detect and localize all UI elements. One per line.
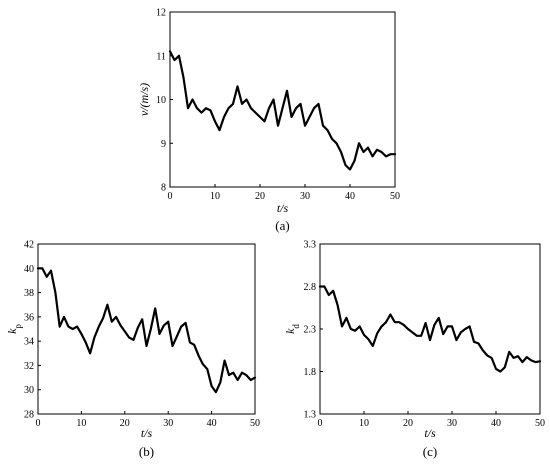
ticks-c: 0 10 20 30 40 50 1.3 1.8 2.3 2.8 3.3 [304,240,546,430]
y-axis-label-c: kd [283,324,301,334]
y-tick-label-b-6: 40 [24,264,34,275]
x-axis-label-b: t/s [141,426,153,440]
x-tick-label-a-4: 40 [345,191,355,202]
y-tick-label-a-0: 8 [161,183,166,194]
y-tick-label-c-1: 1.8 [304,367,317,378]
x-tick-label-c-0: 0 [318,418,323,429]
y-tick-label-b-5: 38 [24,288,34,299]
y-tick-label-c-3: 2.8 [304,282,317,293]
x-tick-label-a-5: 50 [390,191,400,202]
y-tick-label-b-4: 36 [24,312,34,323]
panel-a: 0 10 20 30 40 50 8 9 10 11 12 v/(m/s) t/s (a) [137,8,400,234]
y-axis-label-b: kp [5,324,23,334]
y-tick-label-c-4: 3.3 [304,240,317,251]
caption-b: (b) [139,444,154,459]
y-tick-label-b-7: 42 [24,240,34,251]
y-tick-label-a-3: 11 [156,51,166,62]
x-tick-label-c-5: 50 [535,418,545,429]
y-tick-label-a-4: 12 [156,8,166,19]
y-tick-label-c-0: 1.3 [304,410,317,421]
ticks-a: 0 10 20 30 40 50 8 9 10 11 12 [156,8,400,203]
caption-a: (a) [275,218,289,233]
x-tick-label-a-1: 10 [210,191,220,202]
series-line-b [36,267,257,394]
y-tick-label-b-1: 30 [24,385,34,396]
panel-c: 0 10 20 30 40 50 1.3 1.8 2.3 2.8 3.3 kd t/s (c) [283,240,545,460]
x-tick-label-b-1: 10 [76,418,86,429]
caption-c: (c) [423,444,437,459]
plot-frame-b [37,243,256,415]
x-tick-label-b-4: 40 [207,418,217,429]
y-tick-label-a-1: 9 [161,139,166,150]
series-line-a [168,50,397,171]
series-line-c [318,285,542,373]
x-tick-label-c-1: 10 [359,418,369,429]
plot-frame-a [169,11,396,188]
x-axis-label-c: t/s [424,426,436,440]
x-tick-label-c-2: 20 [403,418,413,429]
x-tick-label-b-0: 0 [36,418,41,429]
x-tick-label-b-5: 50 [250,418,260,429]
ticks-b: 0 10 20 30 40 50 28 30 32 34 36 38 40 42 [24,240,260,430]
y-tick-label-b-2: 32 [24,361,34,372]
x-axis-label-a: t/s [277,201,289,215]
y-axis-label-a: v/(m/s) [137,83,151,116]
y-tick-label-c-2: 2.3 [304,325,317,336]
panel-b: 0 10 20 30 40 50 28 30 32 34 36 38 40 42 kp t/s (b) [5,240,260,460]
y-tick-label-b-0: 28 [24,410,34,421]
x-tick-label-c-4: 40 [491,418,501,429]
x-tick-label-b-3: 30 [163,418,173,429]
x-tick-label-c-3: 30 [447,418,457,429]
y-tick-label-a-2: 10 [156,95,166,106]
x-tick-label-a-0: 0 [168,191,173,202]
x-tick-label-a-2: 20 [255,191,265,202]
x-tick-label-b-2: 20 [120,418,130,429]
y-tick-label-b-3: 34 [24,337,34,348]
x-tick-label-a-3: 30 [300,191,310,202]
